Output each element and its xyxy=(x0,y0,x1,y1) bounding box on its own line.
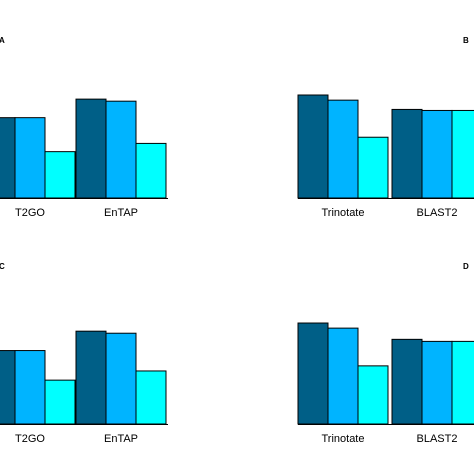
x-tick-label: T2GO xyxy=(15,433,45,445)
x-tick-label: EnTAP xyxy=(104,433,138,445)
bar-blast2go-series-2 xyxy=(14,117,46,199)
panel-a: A T2GO EnTAP xyxy=(0,36,168,219)
x-tick-label: Trinotate xyxy=(321,207,364,219)
panel-c: C T2GO EnTAP xyxy=(0,262,168,445)
bar-blast2go-series-1 xyxy=(391,338,423,425)
bar-blast2go-series-1 xyxy=(391,108,423,199)
bar-trinotate-series-2 xyxy=(327,327,359,425)
bar-blast2go-series-3 xyxy=(44,379,76,425)
bar-entap-series-1 xyxy=(75,98,107,199)
bar-blast2go-series-2 xyxy=(421,109,453,199)
bar-blast2go-series-2 xyxy=(421,340,453,425)
bar-blast2go-series-3 xyxy=(44,151,76,199)
bar-entap-series-1 xyxy=(75,330,107,425)
panel-d: D Trinotate BLAST2 xyxy=(297,262,474,445)
x-tick-label: EnTAP xyxy=(104,207,138,219)
panel-letter: B xyxy=(463,36,469,45)
bar-blast2go-series-1 xyxy=(0,117,16,199)
x-tick-label: T2GO xyxy=(15,207,45,219)
bar-entap-series-2 xyxy=(105,100,137,199)
bar-blast2go-series-1 xyxy=(0,350,16,425)
x-tick-label: BLAST2 xyxy=(417,207,458,219)
x-tick-label: Trinotate xyxy=(321,433,364,445)
bar-trinotate-series-1 xyxy=(297,94,329,199)
bar-entap-series-3 xyxy=(135,142,167,199)
x-tick-label: BLAST2 xyxy=(417,433,458,445)
bar-blast2go-series-3 xyxy=(451,340,474,425)
bar-trinotate-series-2 xyxy=(327,99,359,199)
bar-trinotate-series-3 xyxy=(357,136,389,199)
bar-trinotate-series-3 xyxy=(357,365,389,425)
panel-letter: D xyxy=(463,262,469,271)
panel-b: B Trinotate BLAST2 xyxy=(297,36,474,219)
panel-letter: C xyxy=(0,262,5,271)
panel-letter: A xyxy=(0,36,5,45)
bar-entap-series-2 xyxy=(105,332,137,425)
bar-trinotate-series-1 xyxy=(297,322,329,425)
bar-blast2go-series-2 xyxy=(14,350,46,425)
bar-blast2go-series-3 xyxy=(451,109,474,199)
bar-entap-series-3 xyxy=(135,370,167,425)
